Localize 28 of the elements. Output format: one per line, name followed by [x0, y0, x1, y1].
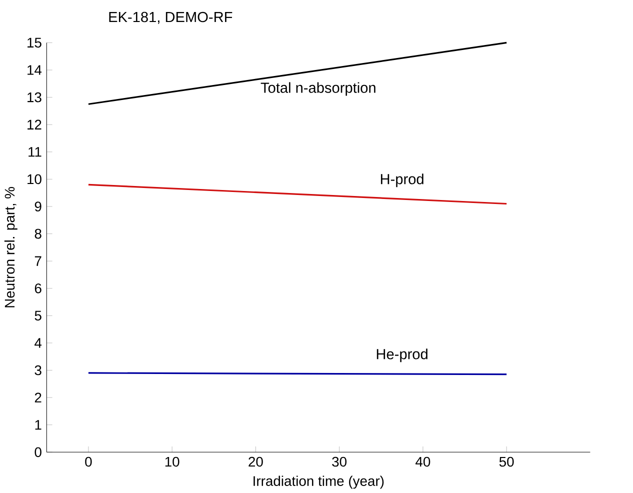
y-axis-title: Neutron rel. part, %	[4, 186, 18, 308]
x-tick-label: 0	[85, 456, 92, 467]
y-tick-label: 10	[28, 174, 42, 184]
x-tick-label: 40	[416, 456, 430, 467]
y-tick-label: 5	[34, 310, 42, 320]
y-tick-label: 1	[35, 420, 42, 430]
y-tick-label: 9	[34, 202, 42, 212]
y-tick-label: 14	[28, 65, 42, 75]
chart-title: EK-181, DEMO-RF	[109, 12, 232, 24]
x-tick-label: 20	[248, 456, 263, 467]
y-tick-label: 3	[34, 365, 42, 376]
x-tick-label: 50	[499, 456, 514, 467]
y-tick-label: 7	[34, 256, 42, 266]
series-label: He-prod	[376, 348, 428, 362]
series-label: H-prod	[380, 174, 424, 188]
y-tick-label: 12	[28, 120, 42, 130]
y-tick-label: 6	[34, 283, 42, 294]
y-tick-label: 8	[34, 228, 42, 239]
y-tick-label: 11	[28, 147, 42, 157]
y-tick-label: 15	[28, 38, 42, 48]
y-tick-label: 13	[28, 92, 42, 102]
y-tick-label: 4	[34, 338, 42, 348]
x-tick-label: 30	[332, 456, 347, 467]
series-label: Total n-absorption	[260, 82, 376, 96]
x-axis-title: Irradiation time (year)	[254, 476, 384, 489]
x-tick-label: 10	[165, 456, 180, 467]
y-tick-label: 2	[34, 392, 42, 402]
y-tick-label: 0	[34, 447, 42, 457]
